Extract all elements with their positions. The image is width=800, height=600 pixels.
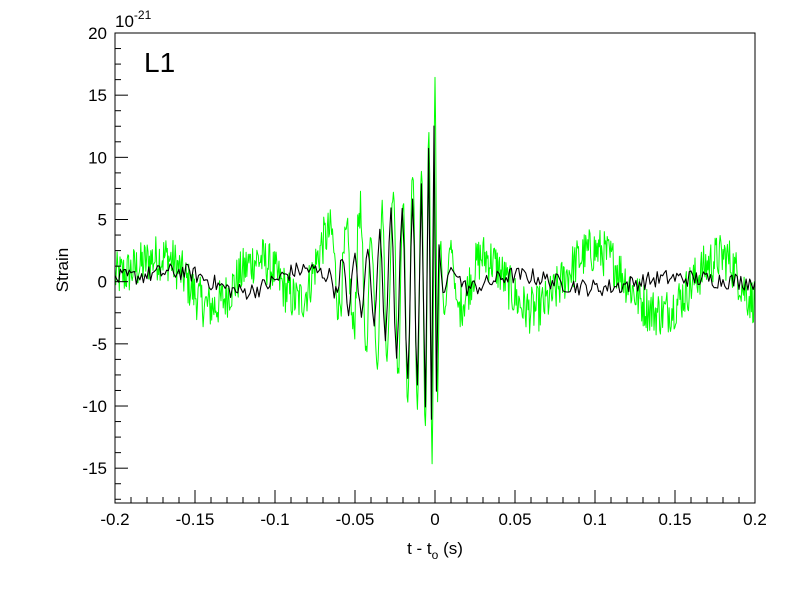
panel-label: L1 xyxy=(144,47,175,78)
y-ticks-group: -15 -10 -5 0 5 10 15 20 xyxy=(82,24,128,500)
traces-group xyxy=(114,76,756,465)
x-tick-label: -0.2 xyxy=(100,510,129,529)
y-tick-label: 10 xyxy=(88,148,107,167)
x-ticks-group: -0.2 -0.15 -0.1 -0.05 0 0.05 0.1 0.15 0.2 xyxy=(100,490,767,529)
x-axis-title: t - to (s) xyxy=(407,539,463,562)
x-tick-label: 0.15 xyxy=(658,510,691,529)
y-tick-label: 20 xyxy=(88,24,107,43)
y-multiplier: 10-21 xyxy=(115,8,152,31)
x-tick-label: -0.1 xyxy=(260,510,289,529)
x-axis-title-subscript: o xyxy=(432,548,439,562)
x-axis-title-unit: (s) xyxy=(443,539,463,558)
x-tick-label: 0 xyxy=(430,510,439,529)
y-axis-title: Strain xyxy=(53,248,72,292)
y-multiplier-base: 10 xyxy=(115,12,134,31)
y-tick-label: -15 xyxy=(82,459,107,478)
x-tick-label: 0.05 xyxy=(498,510,531,529)
y-tick-label: 15 xyxy=(88,86,107,105)
y-tick-label: -5 xyxy=(92,335,107,354)
y-multiplier-exponent: -21 xyxy=(134,8,152,22)
y-tick-label: -10 xyxy=(82,397,107,416)
x-tick-label: 0.1 xyxy=(583,510,607,529)
filtered-strain-series-line xyxy=(114,125,756,420)
y-tick-label: 0 xyxy=(98,273,107,292)
y-tick-label: 5 xyxy=(98,211,107,230)
x-tick-label: -0.15 xyxy=(176,510,215,529)
x-tick-label: -0.05 xyxy=(336,510,375,529)
x-axis-title-main: t - t xyxy=(407,539,432,558)
x-tick-label: 0.2 xyxy=(743,510,767,529)
